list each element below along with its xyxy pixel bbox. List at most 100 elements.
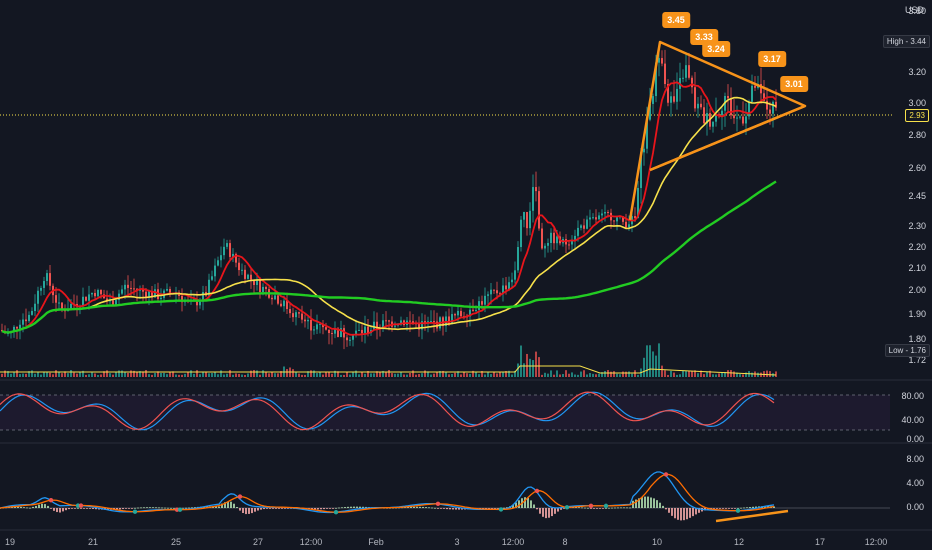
- macd-histogram-bar: [410, 506, 412, 508]
- volume-bar: [628, 371, 630, 377]
- volume-bar: [397, 373, 399, 377]
- candle-body: [535, 187, 537, 192]
- current-price-tag: 2.93: [905, 109, 929, 122]
- stoch-tick-label: 40.00: [901, 415, 924, 425]
- macd-histogram-bar: [560, 508, 562, 510]
- macd-cross-dot: [333, 510, 339, 515]
- macd-histogram-bar: [116, 508, 118, 510]
- volume-bar: [103, 371, 105, 377]
- time-tick-label: 12:00: [299, 537, 323, 547]
- candle-body: [388, 320, 390, 322]
- candle-body: [70, 303, 72, 310]
- candle-body: [109, 300, 111, 302]
- volume-bar: [310, 370, 312, 377]
- candle-body: [55, 295, 57, 303]
- price-tick-label: 3.80: [908, 6, 926, 16]
- candle-body: [421, 321, 423, 330]
- candle-body: [319, 323, 321, 325]
- macd-histogram-bar: [611, 507, 613, 509]
- macd-histogram-bar: [32, 506, 34, 508]
- candle-body: [634, 216, 636, 219]
- price-annotation[interactable]: 3.24: [702, 41, 730, 57]
- macd-histogram-bar: [437, 508, 439, 509]
- volume-bar: [79, 371, 81, 377]
- candle-body: [385, 320, 387, 322]
- candle-body: [16, 326, 18, 329]
- macd-histogram-bar: [278, 508, 280, 509]
- volume-bar: [298, 373, 300, 377]
- stoch-tick-label: 80.00: [901, 391, 924, 401]
- price-annotation[interactable]: 3.01: [780, 76, 808, 92]
- macd-histogram-bar: [530, 500, 532, 508]
- candle-body: [208, 279, 210, 296]
- candle-body: [214, 265, 216, 277]
- volume-bar: [136, 372, 138, 377]
- macd-histogram-bar: [518, 500, 520, 508]
- candle-body: [760, 83, 762, 94]
- candle-body: [664, 63, 666, 85]
- volume-bar: [496, 373, 498, 377]
- volume-bar: [466, 373, 468, 377]
- volume-bar: [526, 353, 528, 377]
- volume-bar: [190, 370, 192, 377]
- macd-tick-label: 4.00: [906, 478, 924, 488]
- candle-body: [580, 225, 582, 228]
- price-annotation[interactable]: 3.17: [758, 51, 786, 67]
- volume-bar: [679, 374, 681, 377]
- macd-histogram-bar: [362, 506, 364, 508]
- volume-bar: [313, 370, 315, 377]
- macd-histogram-bar: [167, 507, 169, 509]
- macd-histogram-bar: [638, 498, 640, 508]
- volume-bar: [286, 369, 288, 377]
- volume-bar: [472, 370, 474, 377]
- macd-histogram-bar: [617, 507, 619, 509]
- macd-histogram-bar: [497, 508, 499, 509]
- volume-bar: [271, 372, 273, 377]
- candle-body: [667, 84, 669, 103]
- volume-bar: [370, 373, 372, 377]
- candle-body: [400, 320, 402, 325]
- candle-body: [499, 293, 501, 295]
- macd-histogram-bar: [329, 508, 331, 509]
- candle-body: [115, 300, 117, 305]
- volume-bar: [373, 373, 375, 377]
- candle-body: [640, 152, 642, 188]
- macd-histogram-bar: [743, 507, 745, 509]
- candle-body: [325, 327, 327, 330]
- candle-body: [478, 301, 480, 310]
- volume-bar: [100, 374, 102, 377]
- candle-body: [199, 301, 201, 306]
- candle-body: [727, 95, 729, 99]
- macd-histogram-bar: [635, 499, 637, 508]
- volume-bar: [343, 374, 345, 377]
- candle-body: [628, 224, 630, 228]
- macd-histogram-bar: [56, 508, 58, 513]
- candle-body: [622, 216, 624, 222]
- macd-cross-dot: [237, 494, 243, 499]
- stochastic-panel: [0, 391, 775, 431]
- price-annotation[interactable]: 3.45: [662, 12, 690, 28]
- candle-body: [673, 96, 675, 102]
- macd-histogram-bar: [185, 507, 187, 509]
- candle-body: [322, 323, 324, 328]
- volume-bar: [358, 374, 360, 377]
- candle-body: [259, 280, 261, 292]
- volume-bar: [256, 370, 258, 377]
- candle-body: [538, 191, 540, 229]
- volume-bar: [160, 373, 162, 377]
- volume-bar: [646, 345, 648, 377]
- volume-bar: [199, 374, 201, 377]
- candle-body: [253, 279, 255, 285]
- volume-bar: [49, 372, 51, 377]
- candle-body: [493, 289, 495, 291]
- macd-histogram-bar: [644, 496, 646, 508]
- low-label-tag: Low - 1.76: [884, 344, 930, 357]
- volume-bar: [667, 374, 669, 377]
- macd-histogram-bar: [80, 508, 82, 509]
- volume-bar: [52, 374, 54, 377]
- candle-body: [412, 321, 414, 324]
- candle-body: [223, 246, 225, 256]
- volume-bar: [607, 370, 609, 377]
- volume-bar: [493, 372, 495, 377]
